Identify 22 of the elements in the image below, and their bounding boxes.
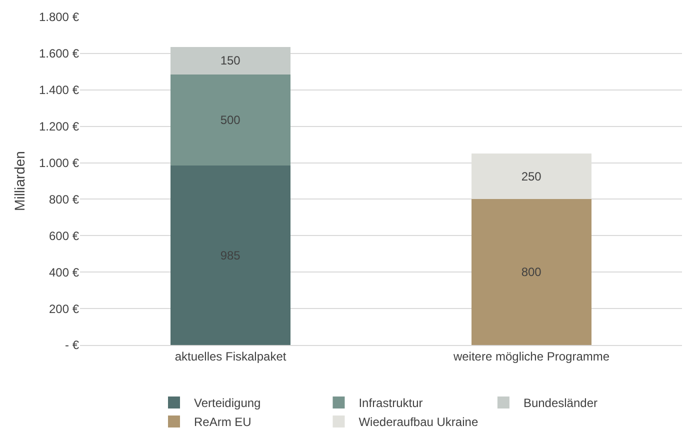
y-tick-label: 1.000 € — [38, 156, 80, 170]
y-axis-title: Milliarden — [12, 151, 28, 211]
data-label: 500 — [220, 112, 241, 127]
y-tick-label: 1.200 € — [38, 120, 80, 134]
legend-label: Bundesländer — [523, 396, 598, 410]
legend-label: ReArm EU — [194, 415, 252, 430]
y-tick-label: 800 € — [48, 192, 80, 206]
y-tick-label: 200 € — [48, 302, 80, 316]
y-tick-label: 600 € — [48, 228, 80, 243]
y-tick-label: 1.600 € — [38, 46, 80, 61]
y-tick-label: - € — [64, 338, 80, 352]
y-tick-label: 400 € — [48, 265, 80, 280]
x-tick-label: aktuelles Fiskalpaket — [174, 349, 287, 364]
data-label: 800 — [521, 265, 542, 280]
x-tick-label: weitere mögliche Programme — [452, 349, 610, 364]
y-tick-label: 1.400 € — [38, 83, 80, 98]
y-tick-label: 1.800 € — [38, 10, 80, 24]
data-label: 150 — [220, 54, 241, 68]
data-label: 250 — [521, 169, 542, 184]
legend-label: Verteidigung — [194, 396, 261, 410]
legend-label: Wiederaufbau Ukraine — [358, 415, 478, 430]
legend-label: Infrastruktur — [358, 396, 423, 410]
